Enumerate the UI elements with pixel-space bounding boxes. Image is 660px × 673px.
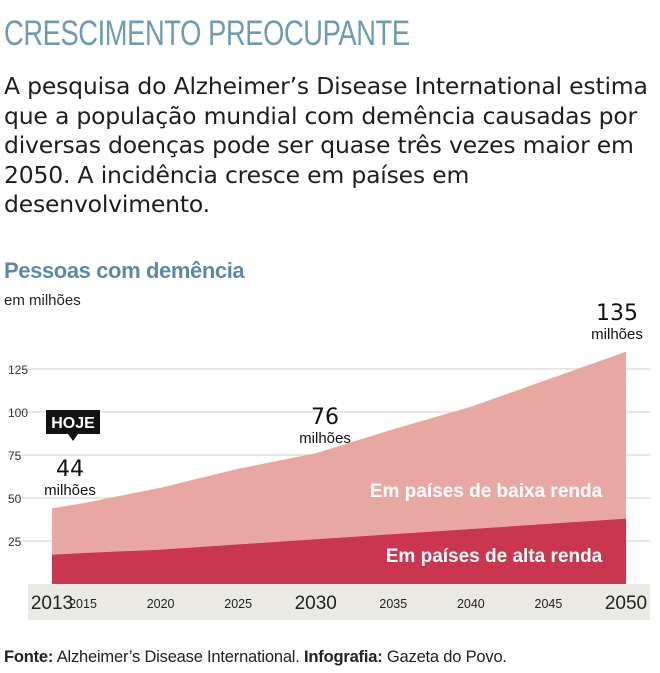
- source-label: Fonte:: [4, 648, 54, 666]
- x-tick-minor: 2045: [535, 597, 563, 611]
- credit-text: Gazeta do Povo.: [386, 648, 507, 666]
- y-tick-label: 25: [8, 535, 22, 549]
- y-tick-label: 50: [8, 492, 22, 506]
- x-axis-band: [28, 584, 650, 620]
- chart-unit-label: em milhões: [4, 292, 81, 309]
- y-tick-label: 100: [8, 406, 28, 420]
- x-tick-minor: 2020: [147, 597, 175, 611]
- credit-label: Infografia:: [304, 648, 383, 666]
- headline: CRESCIMENTO PREOCUPANTE: [4, 14, 410, 53]
- series-label-baixa-renda: Em países de baixa renda: [370, 481, 603, 502]
- annotation-unit: milhões: [44, 482, 96, 499]
- x-tick-minor: 2040: [457, 597, 485, 611]
- annotation-unit: milhões: [299, 430, 351, 447]
- area-baixa-renda: [52, 351, 626, 555]
- series-label-alta-renda: Em países de alta renda: [386, 546, 603, 567]
- y-tick-label: 125: [8, 363, 28, 377]
- x-tick-major: 2030: [295, 593, 337, 614]
- footer: Fonte: Alzheimer’s Disease International…: [4, 648, 507, 667]
- annotation-value: 135: [596, 301, 638, 326]
- x-tick-major: 2050: [605, 593, 647, 614]
- source-text: Alzheimer’s Disease International.: [56, 648, 300, 666]
- lead-paragraph: A pesquisa do Alzheimer’s Disease Intern…: [4, 72, 648, 218]
- hoje-badge-label: HOJE: [51, 415, 95, 432]
- y-tick-label: 75: [8, 449, 22, 463]
- area-alta-renda: [52, 518, 626, 584]
- annotation-unit: milhões: [591, 326, 643, 343]
- x-tick-minor: 2015: [69, 597, 97, 611]
- x-tick-major: 2013: [31, 593, 73, 614]
- chart-title: Pessoas com demência: [4, 258, 245, 283]
- x-tick-minor: 2025: [224, 597, 252, 611]
- hoje-badge: [46, 410, 100, 441]
- x-tick-minor: 2035: [379, 597, 407, 611]
- annotation-value: 44: [56, 457, 84, 482]
- area-chart: 25 50 75 100 125 Em países de baixa renda Em p…: [8, 301, 650, 620]
- annotation-value: 76: [311, 405, 339, 430]
